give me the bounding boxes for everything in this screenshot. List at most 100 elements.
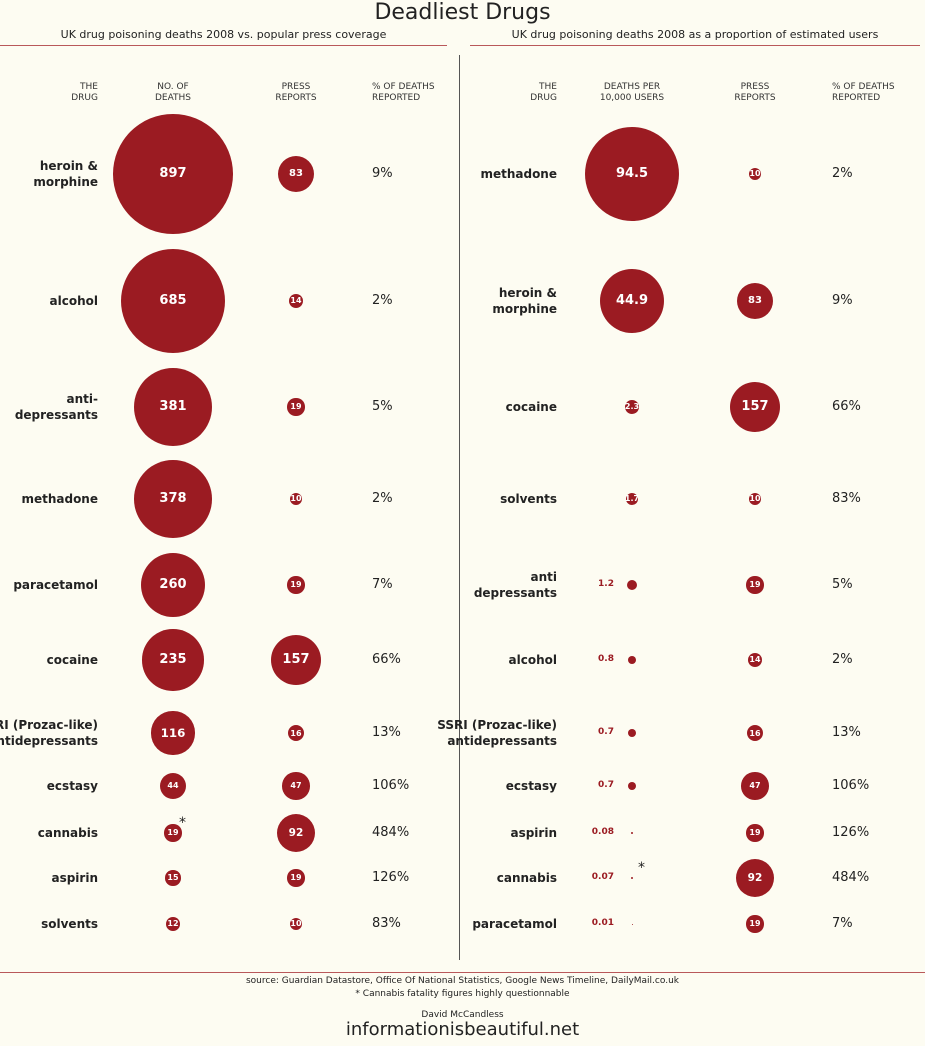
pct-label: 66% [832, 399, 861, 414]
pct-label: 83% [832, 491, 861, 506]
column-header: PRESS REPORTS [734, 82, 776, 103]
drug-label: methadone [21, 492, 98, 506]
value-label: 0.01 [591, 918, 614, 928]
bubble: 157 [729, 381, 781, 433]
pct-label: 83% [372, 916, 401, 931]
drug-label: cannabis [496, 871, 557, 885]
value-label: 47 [290, 781, 302, 791]
bubble [627, 728, 637, 738]
value-label: 92 [288, 826, 304, 839]
bubble: 19 [746, 576, 764, 594]
column-header: DEATHS PER 10,000 USERS [599, 82, 665, 103]
bubble: 92 [735, 858, 775, 898]
pct-label: 106% [832, 778, 870, 793]
value-label: 378 [159, 491, 187, 507]
divider [459, 55, 460, 960]
column-header: THE DRUG [71, 82, 98, 103]
pct-label: 9% [832, 293, 853, 308]
value-label: 1.2 [598, 579, 614, 589]
bubble [631, 923, 633, 925]
rule [0, 45, 447, 46]
bubble: 10 [748, 167, 762, 181]
title: Deadliest Drugs [374, 0, 551, 25]
bubble: 157 [270, 634, 322, 686]
bubble: 378 [134, 460, 212, 538]
bubble: 44 [159, 772, 187, 800]
value-label: 44.9 [615, 293, 649, 309]
drug-label: paracetamol [13, 578, 98, 592]
bubble: 19 [746, 824, 764, 842]
annotation: * [638, 860, 645, 876]
drug-label: anti depressants [473, 570, 557, 600]
column-header: % OF DEATHS REPORTED [832, 82, 895, 103]
drug-label: heroin & morphine [33, 159, 98, 189]
bubble: 1.7 [625, 492, 639, 506]
drug-label: SSRI (Prozac-like) antidepressants [0, 718, 98, 748]
value-label: 19 [749, 828, 761, 838]
value-label: 0.08 [591, 827, 614, 837]
subtitle: UK drug poisoning deaths 2008 as a propo… [511, 28, 879, 41]
value-label: 685 [159, 293, 187, 309]
value-label: 19 [167, 828, 179, 838]
pct-label: 13% [372, 725, 401, 740]
drug-label: solvents [500, 492, 557, 506]
bubble: 897 [113, 114, 233, 234]
value-label: 157 [741, 399, 769, 415]
bubble: 44.9 [599, 268, 665, 334]
bubble: 10 [748, 492, 762, 506]
value-label: 381 [159, 399, 187, 415]
value-label: 16 [749, 728, 761, 738]
value-label: 14 [749, 655, 761, 665]
bubble: 16 [747, 725, 763, 741]
pct-label: 126% [832, 825, 870, 840]
bubble: 14 [288, 293, 304, 309]
value-label: 83 [748, 295, 762, 307]
bubble: 92 [276, 813, 316, 853]
value-label: 19 [290, 873, 302, 883]
drug-label: alcohol [49, 294, 98, 308]
drug-label: anti- depressants [14, 392, 98, 422]
bubble: 10 [289, 492, 303, 506]
value-label: 44 [167, 781, 179, 791]
drug-label: methadone [480, 167, 557, 181]
value-label: 14 [290, 296, 302, 306]
pct-label: 7% [832, 916, 853, 931]
pct-label: 2% [372, 293, 393, 308]
value-label: 94.5 [615, 166, 649, 182]
value-label: 0.07 [591, 872, 614, 882]
bubble: 10 [289, 917, 303, 931]
bubble: 19 [164, 824, 182, 842]
value-label: 19 [749, 919, 761, 929]
site: informationisbeautiful.net [345, 1019, 580, 1040]
value-label: 10 [749, 494, 761, 504]
drug-label: alcohol [508, 653, 557, 667]
pct-label: 484% [832, 870, 870, 885]
value-label: 2.3 [624, 402, 640, 412]
value-label: 12 [167, 919, 179, 929]
note: * Cannabis fatality figures highly quest… [355, 989, 570, 999]
value-label: 83 [289, 168, 303, 180]
pct-label: 13% [832, 725, 861, 740]
drug-label: solvents [41, 917, 98, 931]
annotation: * [179, 815, 186, 831]
drug-label: cocaine [46, 653, 98, 667]
pct-label: 106% [372, 778, 410, 793]
author: David McCandless [421, 1010, 504, 1020]
bubble: 235 [142, 629, 204, 691]
value-label: 235 [159, 652, 187, 668]
value-label: 0.7 [598, 727, 614, 737]
bubble: 16 [288, 725, 304, 741]
pct-label: 7% [372, 577, 393, 592]
bubble: 14 [747, 652, 763, 668]
value-label: 10 [290, 919, 302, 929]
pct-label: 5% [372, 399, 393, 414]
value-label: 10 [290, 494, 302, 504]
value-label: 15 [167, 873, 179, 883]
value-label: 16 [290, 728, 302, 738]
drug-label: SSRI (Prozac-like) antidepressants [437, 718, 557, 748]
bubble [627, 781, 637, 791]
source: source: Guardian Datastore, Office Of Na… [245, 976, 679, 986]
drug-label: cannabis [37, 826, 98, 840]
column-header: THE DRUG [530, 82, 557, 103]
bubble: 12 [166, 917, 180, 931]
